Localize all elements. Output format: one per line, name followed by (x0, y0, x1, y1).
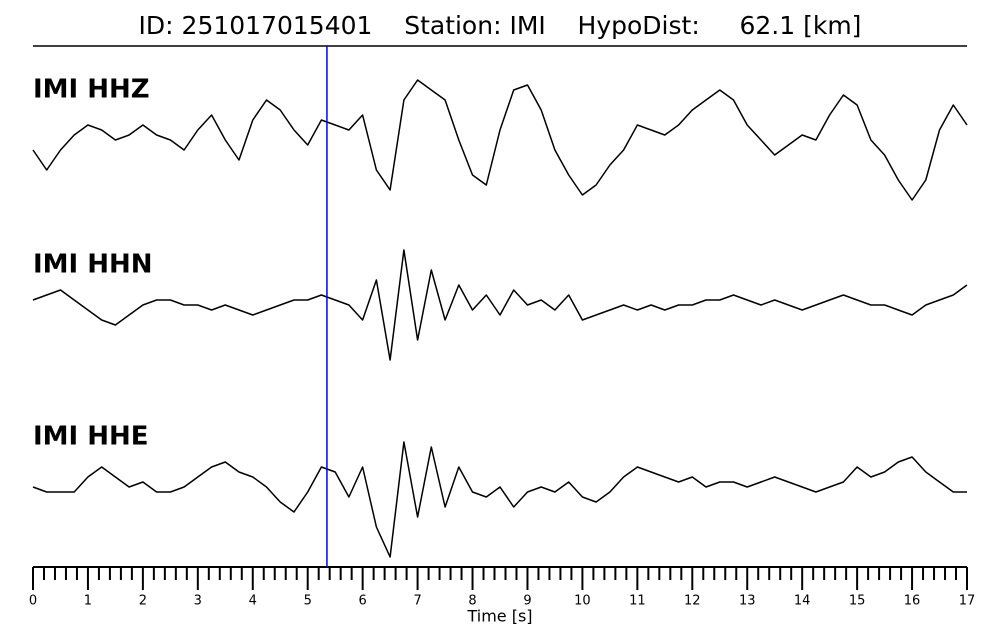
chart-title: ID: 251017015401 Station: IMI HypoDist: … (139, 11, 862, 40)
x-tick-label: 5 (304, 594, 312, 609)
x-tick-label: 10 (574, 594, 591, 609)
x-axis-label: Time [s] (466, 607, 532, 626)
x-tick-label: 12 (684, 594, 701, 609)
x-tick-label: 7 (413, 594, 421, 609)
x-tick-label: 1 (84, 594, 92, 609)
x-tick-label: 13 (739, 594, 756, 609)
x-tick-label: 2 (139, 594, 147, 609)
x-tick-label: 11 (629, 594, 646, 609)
x-tick-label: 17 (959, 594, 976, 609)
x-tick-label: 9 (523, 594, 531, 609)
x-tick-label: 4 (249, 594, 257, 609)
x-tick-label: 14 (794, 594, 811, 609)
x-tick-label: 15 (849, 594, 866, 609)
x-tick-label: 0 (29, 594, 37, 609)
trace-label: IMI HHZ (33, 75, 150, 105)
waveform (32, 249, 968, 361)
x-tick-label: 8 (468, 594, 476, 609)
x-tick-label: 6 (359, 594, 367, 609)
waveform (32, 441, 967, 558)
x-tick-label: 16 (904, 594, 921, 609)
trace-label: IMI HHN (33, 250, 153, 280)
trace-label: IMI HHE (33, 422, 149, 452)
waveform (32, 79, 968, 201)
x-tick-label: 3 (194, 594, 202, 609)
